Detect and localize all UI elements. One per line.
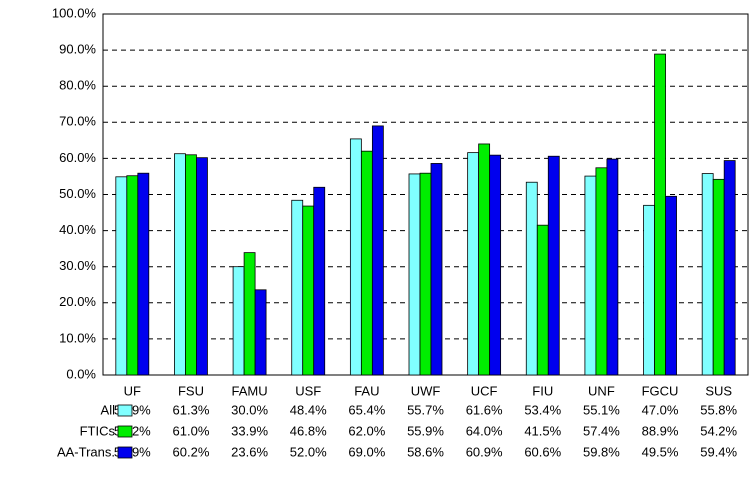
x-tick-label: FGCU [642,383,679,398]
y-tick-label: 50.0% [59,186,96,201]
table-value: 88.9% [642,423,679,438]
table-value: 55.9% [407,423,444,438]
bar [419,172,432,376]
bar [196,157,208,376]
table-value: 54.2% [700,423,737,438]
legend-label: AA-Trans. [57,444,115,459]
bar [126,175,139,376]
table-value: 48.4% [290,402,327,417]
bar [665,195,677,376]
table-value: 33.9% [231,423,268,438]
x-tick-label: FIU [532,383,553,398]
bar [712,178,725,376]
table-value: 65.4% [348,402,385,417]
bar [536,224,549,376]
bar [584,175,597,376]
x-tick-label: UCF [471,383,498,398]
bar [185,154,197,376]
bar [430,163,443,376]
table-value: 69.0% [348,444,385,459]
table-value: 62.0% [348,423,385,438]
table-value: 58.6% [407,444,444,459]
x-tick-label: USF [295,383,321,398]
legend-swatch [117,446,133,459]
bar [254,289,267,376]
bar [654,53,666,376]
x-tick-label: UWF [411,383,441,398]
bar [115,176,128,376]
bar [489,154,502,376]
table-value: 64.0% [466,423,503,438]
bar [606,158,619,376]
bar [291,199,304,376]
bar [408,173,421,376]
bar [701,173,714,376]
x-tick-label: FAU [354,383,379,398]
bar [174,153,186,376]
y-tick-label: 60.0% [59,150,96,165]
bar [371,125,384,376]
table-value: 53.4% [524,402,561,417]
y-tick-label: 10.0% [59,330,96,345]
table-value: 61.6% [466,402,503,417]
bar [349,138,362,376]
table-value: 41.5% [524,423,561,438]
bar [478,143,491,376]
bar [525,181,538,376]
x-tick-label: FAMU [232,383,268,398]
y-tick-label: 20.0% [59,294,96,309]
y-tick-label: 70.0% [59,114,96,129]
bar [723,160,736,376]
table-value: 55.1% [583,402,620,417]
bar [313,186,326,376]
table-value: 30.0% [231,402,268,417]
bar [595,167,608,376]
bar [547,155,560,376]
y-tick-label: 100.0% [52,5,97,20]
x-tick-label: UF [124,383,141,398]
bar [643,204,655,376]
legend-label: All [101,402,116,417]
bar [302,205,315,376]
table-value: 59.8% [583,444,620,459]
bar [243,252,256,376]
y-tick-label: 0.0% [66,366,96,381]
y-tick-label: 80.0% [59,78,96,93]
bar [232,266,245,376]
table-value: 23.6% [231,444,268,459]
bar [360,150,373,376]
table-value: 46.8% [290,423,327,438]
table-value: 55.7% [407,402,444,417]
x-tick-label: FSU [178,383,204,398]
legend-label: FTICs [80,423,116,438]
y-tick-label: 90.0% [59,42,96,57]
x-tick-label: SUS [705,383,732,398]
bar [467,152,480,376]
table-value: 61.3% [173,402,210,417]
y-tick-label: 30.0% [59,258,96,273]
table-value: 59.4% [700,444,737,459]
table-value: 49.5% [642,444,679,459]
legend-swatch [117,404,133,417]
table-value: 47.0% [642,402,679,417]
table-value: 60.9% [466,444,503,459]
table-value: 60.6% [524,444,561,459]
y-tick-label: 40.0% [59,222,96,237]
bar [137,172,150,376]
legend-swatch [117,425,133,438]
table-value: 52.0% [290,444,327,459]
table-value: 57.4% [583,423,620,438]
table-value: 60.2% [173,444,210,459]
table-value: 61.0% [173,423,210,438]
x-tick-label: UNF [588,383,615,398]
table-value: 55.8% [700,402,737,417]
